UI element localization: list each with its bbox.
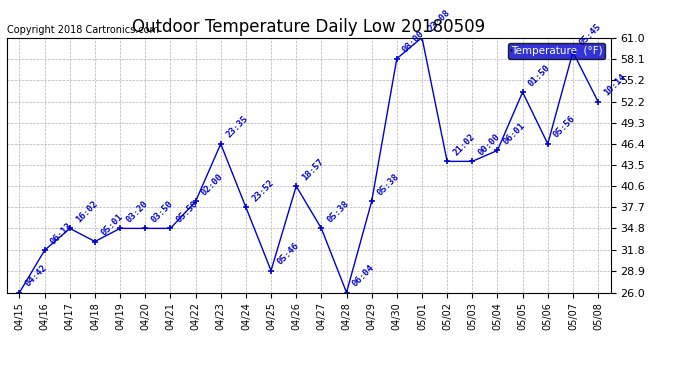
Text: 05:45: 05:45 <box>577 22 602 48</box>
Text: 04:42: 04:42 <box>23 263 49 288</box>
Text: 21:02: 21:02 <box>451 132 477 157</box>
Text: 05:50: 05:50 <box>175 199 200 224</box>
Text: 23:35: 23:35 <box>225 114 250 140</box>
Text: 05:38: 05:38 <box>376 172 401 197</box>
Text: 16:02: 16:02 <box>74 199 99 224</box>
Text: 03:50: 03:50 <box>150 199 175 224</box>
Text: 08:00: 08:00 <box>401 29 426 54</box>
Text: 05:01: 05:01 <box>99 212 124 237</box>
Text: 06:01: 06:01 <box>502 121 527 146</box>
Text: 23:52: 23:52 <box>250 178 275 203</box>
Text: 05:46: 05:46 <box>275 241 301 267</box>
Text: 00:00: 00:00 <box>477 132 502 157</box>
Text: 03:20: 03:20 <box>124 199 150 224</box>
Text: 06:13: 06:13 <box>49 221 74 246</box>
Text: 23:08: 23:08 <box>426 8 451 33</box>
Text: 18:57: 18:57 <box>300 157 326 182</box>
Text: 10:14: 10:14 <box>602 72 628 98</box>
Title: Outdoor Temperature Daily Low 20180509: Outdoor Temperature Daily Low 20180509 <box>132 18 485 36</box>
Text: 05:56: 05:56 <box>552 114 578 140</box>
Text: 05:38: 05:38 <box>326 199 351 224</box>
Text: 01:50: 01:50 <box>526 63 552 88</box>
Legend: Temperature  (°F): Temperature (°F) <box>508 43 605 59</box>
Text: 06:04: 06:04 <box>351 263 376 288</box>
Text: Copyright 2018 Cartronics.com: Copyright 2018 Cartronics.com <box>7 25 159 35</box>
Text: 02:00: 02:00 <box>199 172 225 197</box>
